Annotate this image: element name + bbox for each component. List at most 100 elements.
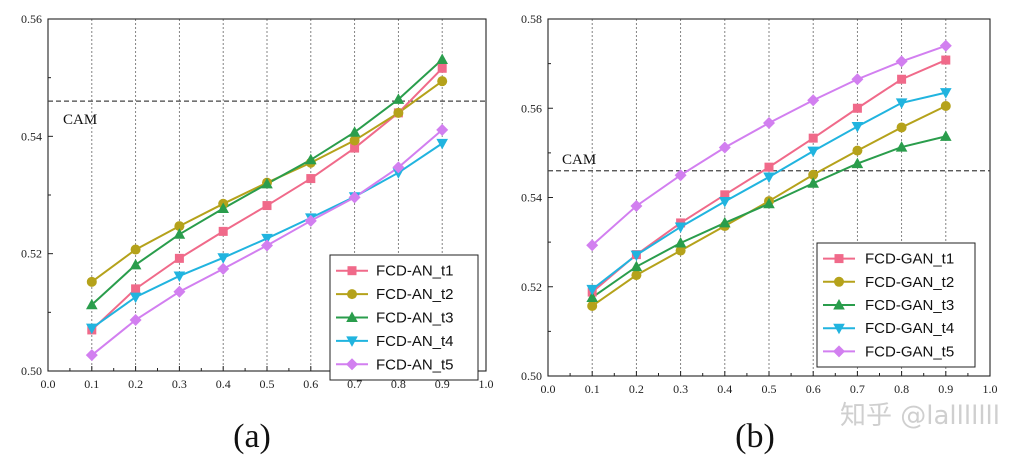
data-point-FCD-GAN_t3	[763, 197, 775, 209]
data-point-FCD-GAN_t5	[851, 73, 864, 86]
data-point-FCD-AN_t5	[129, 313, 142, 326]
data-point-FCD-GAN_t3	[630, 260, 643, 272]
legend-label: FCD-GAN_t4	[865, 320, 954, 337]
data-point-FCD-GAN_t2	[808, 169, 819, 180]
data-point-FCD-AN_t5	[85, 349, 98, 362]
y-tick-label: 0.52	[21, 247, 42, 261]
data-point-FCD-AN_t1	[131, 284, 141, 294]
legend-label: FCD-AN_t1	[376, 263, 454, 280]
legend-label: FCD-GAN_t2	[865, 274, 954, 291]
y-tick-label: 0.56	[521, 101, 542, 115]
data-point-FCD-GAN_t2	[631, 270, 642, 281]
data-point-FCD-GAN_t3	[851, 157, 864, 169]
data-point-FCD-AN_t1	[350, 143, 360, 153]
chart-panel-a: 0.0 0.1 0.2 0.3 0.4 0.5 0.6 0.7 0.8 0.9 1.00.500.5…	[21, 12, 494, 391]
data-point-FCD-GAN_t5	[630, 199, 643, 212]
data-point-FCD-GAN_t3	[940, 130, 952, 141]
data-point-FCD-AN_t3	[217, 202, 229, 213]
data-point-FCD-GAN_t4	[674, 222, 687, 233]
data-point-FCD-GAN_t3	[719, 216, 731, 228]
legend-label: FCD-AN_t3	[376, 310, 454, 327]
data-point-FCD-GAN_t1	[720, 190, 730, 200]
data-point-FCD-AN_t3	[86, 298, 98, 310]
data-point-FCD-GAN_t2	[587, 300, 598, 311]
data-point-FCD-AN_t5	[261, 239, 273, 252]
legend-swatch-marker	[346, 358, 358, 371]
x-tick-label: 0.3	[673, 382, 688, 396]
data-point-FCD-AN_t3	[261, 177, 273, 189]
x-tick-label: 0.7	[850, 382, 865, 396]
data-point-FCD-GAN_t4	[895, 98, 908, 109]
data-point-FCD-AN_t1	[306, 174, 316, 184]
x-tick-label: 0.2	[629, 382, 644, 396]
data-point-FCD-GAN_t5	[807, 94, 820, 107]
data-point-FCD-AN_t4	[217, 253, 229, 264]
data-point-FCD-AN_t1	[174, 253, 184, 263]
legend-label: FCD-AN_t4	[376, 333, 454, 350]
data-point-FCD-AN_t5	[392, 161, 405, 174]
data-point-FCD-AN_t4	[392, 168, 405, 179]
legend-swatch-marker	[834, 276, 844, 287]
data-point-FCD-GAN_t3	[586, 291, 598, 302]
data-point-FCD-GAN_t4	[763, 172, 775, 183]
data-point-FCD-GAN_t5	[586, 239, 599, 252]
data-point-FCD-GAN_t1	[852, 103, 862, 113]
data-point-FCD-AN_t3	[348, 126, 361, 137]
x-tick-label: 1.0	[983, 382, 998, 396]
legend-swatch-marker	[834, 254, 844, 264]
data-point-FCD-GAN_t5	[939, 39, 952, 52]
x-tick-label: 0.0	[41, 377, 56, 391]
legend-swatch-marker	[833, 323, 845, 335]
y-tick-label: 0.52	[521, 280, 542, 294]
data-point-FCD-AN_t2	[174, 221, 185, 232]
data-point-FCD-AN_t2	[86, 276, 97, 287]
y-tick-label: 0.50	[521, 369, 542, 383]
x-tick-label: 0.0	[541, 382, 556, 396]
data-point-FCD-AN_t1	[262, 201, 272, 211]
data-point-FCD-GAN_t5	[674, 169, 687, 182]
data-point-FCD-AN_t5	[173, 285, 186, 298]
x-tick-label: 0.8	[894, 382, 909, 396]
data-point-FCD-GAN_t2	[940, 101, 951, 112]
data-point-FCD-AN_t2	[130, 244, 141, 255]
data-point-FCD-AN_t5	[304, 214, 317, 227]
data-point-FCD-GAN_t5	[895, 55, 908, 68]
cam-reference-label: CAM	[63, 112, 97, 128]
data-point-FCD-AN_t3	[173, 228, 186, 239]
data-point-FCD-GAN_t4	[940, 88, 952, 99]
legend-label: FCD-AN_t5	[376, 356, 454, 373]
legend-swatch-marker	[346, 311, 358, 322]
data-point-FCD-GAN_t1	[764, 162, 774, 172]
data-point-FCD-GAN_t4	[586, 284, 598, 296]
data-point-FCD-AN_t3	[129, 258, 142, 270]
watermark-text: 知乎 @lalllllll	[840, 401, 1000, 431]
legend-swatch-marker	[833, 345, 845, 358]
x-tick-label: 0.6	[806, 382, 821, 396]
y-tick-label: 0.54	[521, 191, 542, 205]
data-point-FCD-GAN_t3	[895, 141, 908, 152]
data-point-FCD-GAN_t4	[719, 197, 731, 208]
data-point-FCD-GAN_t3	[674, 237, 687, 248]
legend-label: FCD-AN_t2	[376, 286, 454, 303]
data-point-FCD-AN_t3	[436, 53, 448, 64]
data-point-FCD-GAN_t4	[807, 146, 819, 158]
data-point-FCD-AN_t4	[86, 323, 98, 335]
data-point-FCD-AN_t4	[436, 138, 448, 150]
data-point-FCD-GAN_t3	[807, 177, 819, 188]
data-point-FCD-AN_t4	[129, 292, 142, 304]
data-point-FCD-AN_t5	[348, 191, 361, 204]
panel-a-caption: (a)	[233, 418, 271, 455]
data-point-FCD-AN_t4	[173, 271, 186, 282]
cam-reference-label: CAM	[562, 152, 596, 168]
x-tick-label: 0.5	[260, 377, 275, 391]
data-point-FCD-AN_t2	[393, 107, 404, 118]
x-tick-label: 0.4	[216, 377, 231, 391]
x-tick-label: 0.3	[172, 377, 187, 391]
legend-swatch-marker	[347, 266, 357, 276]
legend-label: FCD-GAN_t5	[865, 343, 954, 360]
y-tick-label: 0.54	[21, 129, 42, 143]
data-point-FCD-GAN_t1	[808, 133, 818, 143]
data-point-FCD-GAN_t5	[763, 116, 775, 129]
data-point-FCD-GAN_t1	[941, 55, 951, 65]
